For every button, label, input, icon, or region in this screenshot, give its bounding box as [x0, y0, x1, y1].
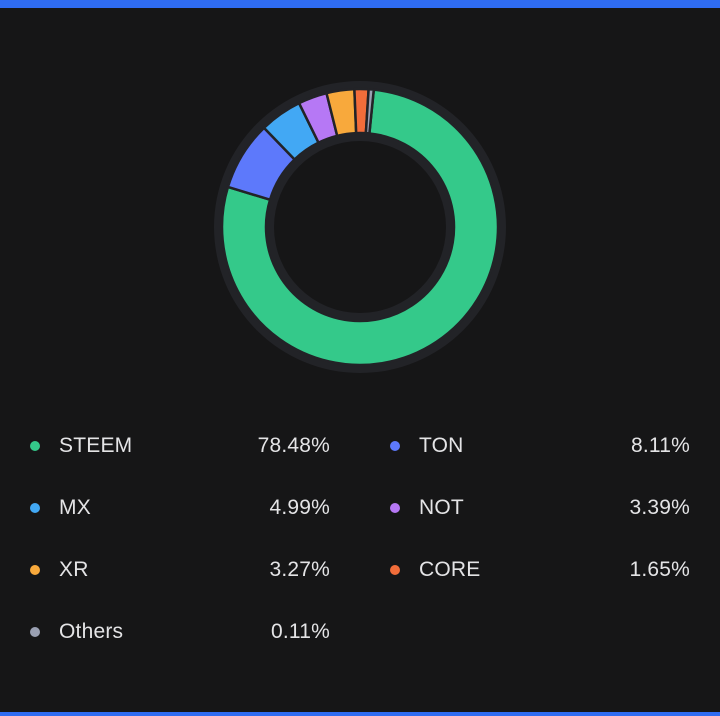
legend-item-not[interactable]: NOT 3.39% [390, 488, 690, 528]
legend-item-mx[interactable]: MX 4.99% [30, 488, 330, 528]
legend-value: 3.39% [629, 496, 690, 519]
legend-name: STEEM [59, 434, 133, 457]
legend-dot [390, 441, 400, 451]
legend-item-steem[interactable]: STEEM 78.48% [30, 426, 330, 466]
donut-chart-svg [214, 81, 506, 373]
legend-name: Others [59, 620, 124, 643]
legend-dot [30, 565, 40, 575]
legend-name: TON [419, 434, 464, 457]
legend-value: 4.99% [269, 496, 330, 519]
legend-value: 78.48% [257, 434, 330, 457]
legend-value: 1.65% [629, 558, 690, 581]
legend-name: MX [59, 496, 91, 519]
bottom-accent-bar [0, 712, 720, 716]
top-accent-bar [0, 0, 720, 8]
legend-item-xr[interactable]: XR 3.27% [30, 550, 330, 590]
donut-chart [210, 77, 510, 377]
legend-name: NOT [419, 496, 464, 519]
donut-hole [274, 141, 446, 313]
legend-dot [30, 503, 40, 513]
legend-item-others[interactable]: Others 0.11% [30, 612, 330, 652]
legend-dot [390, 565, 400, 575]
legend-name: CORE [419, 558, 481, 581]
legend-dot [30, 441, 40, 451]
legend-dot [390, 503, 400, 513]
legend-value: 3.27% [269, 558, 330, 581]
legend-item-ton[interactable]: TON 8.11% [390, 426, 690, 466]
legend-value: 8.11% [631, 434, 690, 457]
legend-name: XR [59, 558, 89, 581]
legend-value: 0.11% [271, 620, 330, 643]
legend-item-core[interactable]: CORE 1.65% [390, 550, 690, 590]
legend-dot [30, 627, 40, 637]
